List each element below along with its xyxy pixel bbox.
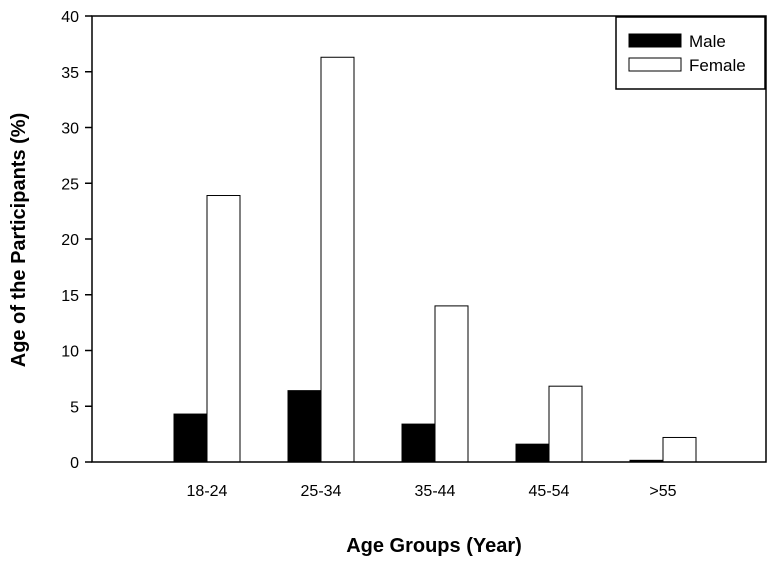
bar-male-3 [515,443,550,463]
y-tick-label: 5 [70,399,79,416]
bar-male-0 [173,413,208,463]
legend: Male Female [615,16,766,90]
x-axis: 18-24 25-34 35-44 45-54 >55 [187,483,677,500]
y-axis-title: Age of the Participants (%) [8,113,30,367]
x-tick-label: 45-54 [529,483,570,500]
x-tick-label: 35-44 [415,483,456,500]
legend-box [615,16,766,90]
y-tick-label: 40 [61,9,79,26]
bar-male-1 [287,390,322,463]
y-tick-label: 10 [61,344,79,361]
bars [173,56,697,463]
legend-label-male: Male [689,32,726,51]
bar-female-1 [320,56,355,463]
bar-female-0 [206,195,241,463]
y-tick-label: 35 [61,65,79,82]
bar-female-4 [662,436,697,463]
y-tick-label: 25 [61,176,79,193]
x-tick-label: 25-34 [301,483,342,500]
y-tick-label: 0 [70,455,79,472]
x-tick-label: >55 [649,483,676,500]
legend-swatch-male [628,33,682,48]
y-tick-label: 15 [61,288,79,305]
bar-male-2 [401,423,436,463]
x-tick-label: 18-24 [187,483,228,500]
legend-label-female: Female [689,56,746,75]
bar-female-3 [548,385,583,463]
x-axis-title: Age Groups (Year) [346,535,522,557]
y-tick-label: 20 [61,232,79,249]
bar-female-2 [434,305,469,463]
y-axis: 0 5 10 15 20 25 30 35 40 [61,9,92,472]
legend-swatch-female [628,57,682,72]
y-tick-label: 30 [61,121,79,138]
